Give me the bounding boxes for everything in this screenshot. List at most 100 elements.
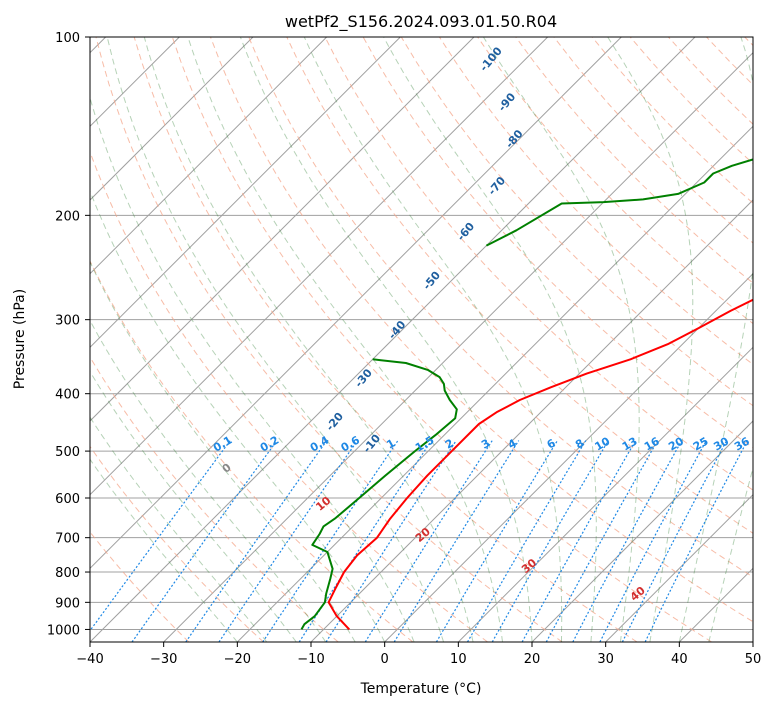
moist-adiabat-20 xyxy=(239,37,533,642)
mixing-ratio-line-8 xyxy=(393,440,520,642)
dry-adiabat-50 xyxy=(210,37,753,623)
moist-adiabat-12 xyxy=(143,37,474,642)
isotherm--70 xyxy=(90,37,475,422)
moist-adiabat--12 xyxy=(90,370,297,642)
moist-adiabat-label-2: -80 xyxy=(503,127,526,151)
mixing-ratio-line-7 xyxy=(364,440,493,642)
isotherm--20 xyxy=(236,125,753,642)
moist-adiabat-0 xyxy=(90,189,386,642)
grid-lines xyxy=(90,37,753,642)
isotherm-0 xyxy=(384,272,753,642)
dry-adiabat-40 xyxy=(171,37,712,642)
y-tick-label-5: 600 xyxy=(55,492,80,507)
x-tick-label-9: 50 xyxy=(745,652,762,667)
moist-adiabats xyxy=(0,37,753,642)
moist-adiabat-8 xyxy=(106,37,445,642)
x-tick-label-7: 30 xyxy=(597,652,614,667)
y-axis: 100 200 300 400 500 600 700 800 900 1000 xyxy=(47,31,90,638)
dry-adiabat-30 xyxy=(133,37,638,642)
isotherm--40 xyxy=(90,37,696,642)
isotherm-20 xyxy=(531,420,753,642)
isotherm--60 xyxy=(90,37,549,496)
isotherm--100 xyxy=(90,37,254,201)
mixing-ratio-line-3 xyxy=(218,440,358,642)
y-tick-label-0: 100 xyxy=(55,31,80,46)
plot-frame xyxy=(89,36,754,643)
moist-adiabat-outer xyxy=(0,37,61,642)
mixing-ratio-line-2 xyxy=(185,440,328,642)
dry-adiabat-label-4: 40 xyxy=(628,584,648,604)
mixing-ratio-line-17 xyxy=(644,440,748,642)
moist-adiabat--4 xyxy=(90,260,356,642)
dry-adiabat-label-1: 10 xyxy=(313,494,333,514)
mixing-ratio-lines xyxy=(90,440,748,642)
moist-adiabat-label-4: -60 xyxy=(455,220,478,244)
dry-adiabat-140 xyxy=(553,37,753,244)
moist-adiabat-label-7: -30 xyxy=(352,366,375,390)
isotherm--30 xyxy=(163,51,753,642)
mixing-ratio-line-11 xyxy=(491,440,609,642)
x-tick-label-4: 0 xyxy=(381,652,389,667)
isotherm-40 xyxy=(678,567,753,642)
moist-adiabat--16 xyxy=(90,416,268,642)
moist-adiabat-44 xyxy=(708,466,753,642)
x-tick-label-5: 10 xyxy=(450,652,467,667)
moist-adiabat-36 xyxy=(607,37,694,642)
mixing-ratio-line-13 xyxy=(545,440,659,642)
moist-adiabat-28 xyxy=(383,37,597,642)
moist-adiabat--20 xyxy=(90,458,238,642)
dry-adiabat-label-0: 0 xyxy=(220,461,234,476)
isotherm--50 xyxy=(90,37,622,570)
mixing-ratio-line-0 xyxy=(90,440,231,632)
x-tick-label-8: 40 xyxy=(671,652,688,667)
x-tick-label-2: −20 xyxy=(224,652,251,667)
moist-adiabat-label-1: -90 xyxy=(496,90,519,114)
chart-title: wetPf2_S156.2024.093.01.50.R04 xyxy=(285,12,557,32)
y-tick-label-2: 300 xyxy=(55,314,80,329)
profile-series-2 xyxy=(485,158,753,247)
mixing-ratio-label-9: 6 xyxy=(545,436,558,451)
moist-adiabat-label-8: -20 xyxy=(323,410,346,434)
isotherm-50 xyxy=(752,641,753,642)
dry-adiabat-60 xyxy=(248,37,753,578)
profile-series-0 xyxy=(327,298,753,631)
dry-adiabats xyxy=(90,37,753,642)
x-axis-title: Temperature (°C) xyxy=(360,681,482,697)
moist-adiabat-24 xyxy=(303,37,563,642)
y-tick-label-6: 700 xyxy=(55,532,80,547)
x-tick-label-0: −40 xyxy=(76,652,103,667)
mixing-ratio-line-6 xyxy=(325,440,457,642)
dry-adiabat-150 xyxy=(591,37,753,204)
mixing-ratio-line-15 xyxy=(599,440,707,642)
dry-adiabat--20 xyxy=(90,445,264,642)
mixing-ratio-line-9 xyxy=(435,440,558,642)
y-tick-label-8: 900 xyxy=(55,596,80,611)
y-tick-label-4: 500 xyxy=(55,445,80,460)
dry-adiabat-130 xyxy=(515,37,753,284)
dry-adiabat-label-3: 30 xyxy=(519,556,539,576)
dry-adiabat--10 xyxy=(90,356,339,642)
y-tick-label-9: 1000 xyxy=(47,623,80,638)
moist-adiabat-40 xyxy=(678,37,753,642)
moist-adiabat-16 xyxy=(187,37,503,642)
isotherm-10 xyxy=(457,346,753,642)
moist-adiabat-label-9: -10 xyxy=(360,432,383,456)
mixing-ratio-line-4 xyxy=(262,440,399,642)
y-tick-label-1: 200 xyxy=(55,209,80,224)
moist-adiabat-4 xyxy=(90,96,415,642)
y-tick-label-3: 400 xyxy=(55,388,80,403)
x-tick-label-1: −30 xyxy=(150,652,177,667)
x-tick-label-3: −10 xyxy=(297,652,324,667)
dry-adiabat-0 xyxy=(90,259,414,642)
dry-adiabat-170 xyxy=(668,37,753,125)
moist-adiabat-label-6: -40 xyxy=(386,318,409,342)
x-tick-label-6: 20 xyxy=(524,652,541,667)
mixing-ratio-line-10 xyxy=(466,440,587,642)
isotherm--10 xyxy=(310,199,753,642)
isotherm--80 xyxy=(90,37,401,349)
mixing-ratio-line-12 xyxy=(521,440,637,642)
dry-adiabat-80 xyxy=(324,37,753,491)
mixing-ratio-label-7: 3 xyxy=(479,437,492,452)
mixing-ratio-line-1 xyxy=(131,440,278,642)
